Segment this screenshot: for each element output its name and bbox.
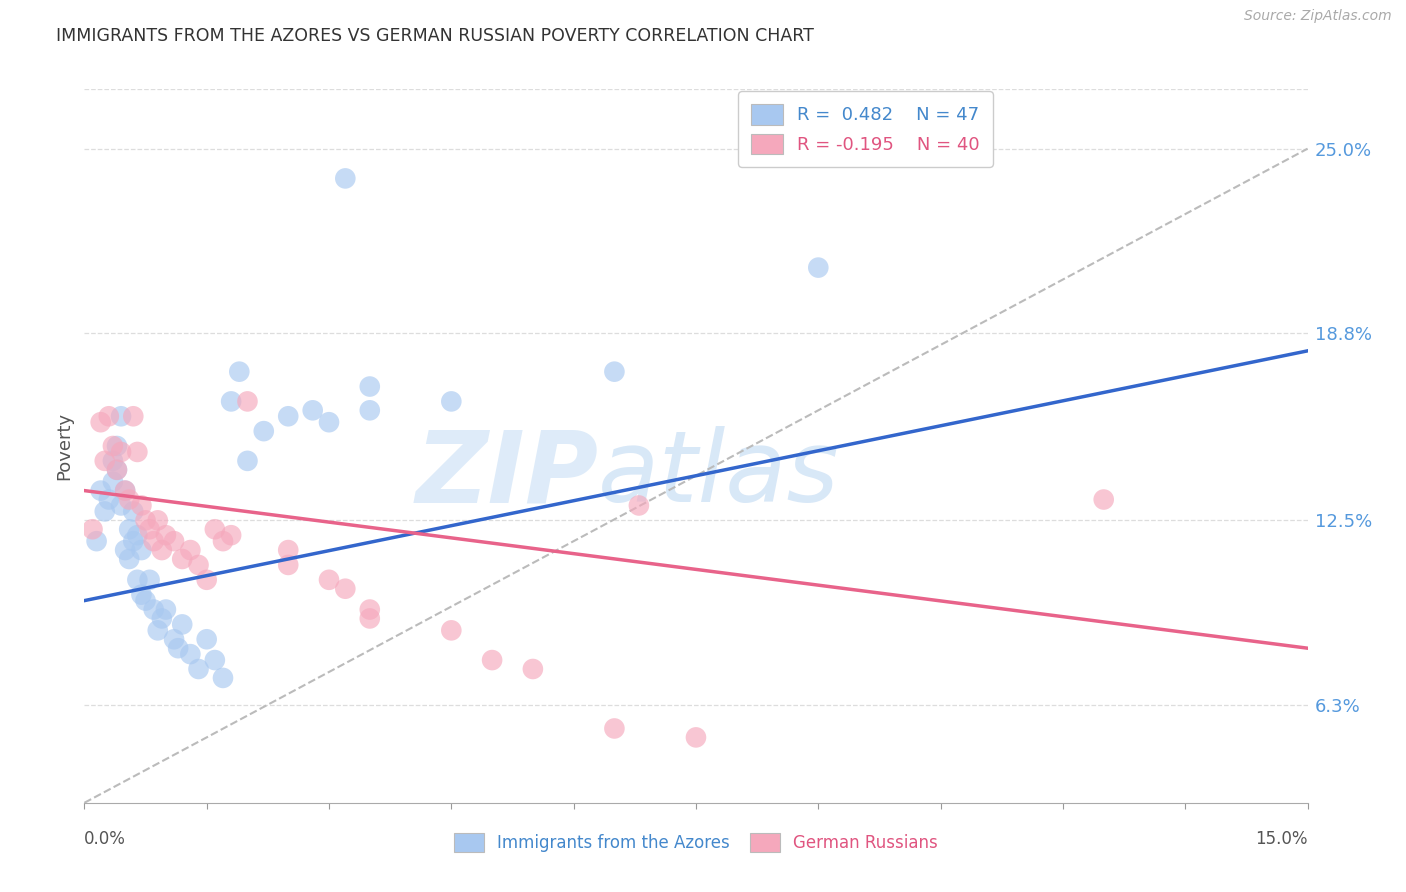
Point	[187, 558, 209, 572]
Point	[82, 522, 104, 536]
Point	[122, 409, 145, 424]
Point	[440, 624, 463, 638]
Point	[131, 499, 153, 513]
Point	[135, 593, 157, 607]
Point	[101, 454, 124, 468]
Point	[277, 543, 299, 558]
Point	[335, 171, 357, 186]
Point	[219, 528, 242, 542]
Point	[228, 365, 250, 379]
Point	[359, 379, 381, 393]
Point	[97, 492, 120, 507]
Point	[142, 534, 165, 549]
Text: atlas: atlas	[598, 426, 839, 523]
Point	[138, 573, 160, 587]
Text: 15.0%: 15.0%	[1256, 830, 1308, 847]
Point	[114, 483, 136, 498]
Point	[335, 582, 357, 596]
Point	[163, 632, 186, 647]
Point	[93, 504, 115, 518]
Point	[187, 662, 209, 676]
Point	[127, 445, 149, 459]
Point	[90, 415, 112, 429]
Point	[86, 534, 108, 549]
Point	[138, 522, 160, 536]
Point	[105, 463, 128, 477]
Text: Source: ZipAtlas.com: Source: ZipAtlas.com	[1244, 9, 1392, 23]
Point	[146, 624, 169, 638]
Legend: Immigrants from the Azores, German Russians: Immigrants from the Azores, German Russi…	[447, 826, 945, 859]
Point	[118, 552, 141, 566]
Point	[219, 394, 242, 409]
Point	[359, 611, 381, 625]
Point	[155, 602, 177, 616]
Text: 0.0%: 0.0%	[84, 830, 127, 847]
Point	[118, 492, 141, 507]
Point	[167, 641, 190, 656]
Point	[277, 558, 299, 572]
Point	[195, 632, 218, 647]
Point	[253, 424, 276, 438]
Point	[481, 653, 503, 667]
Point	[114, 483, 136, 498]
Point	[93, 454, 115, 468]
Point	[110, 409, 132, 424]
Point	[146, 513, 169, 527]
Point	[1092, 492, 1115, 507]
Point	[807, 260, 830, 275]
Point	[301, 403, 323, 417]
Point	[195, 573, 218, 587]
Point	[212, 534, 235, 549]
Point	[172, 552, 194, 566]
Y-axis label: Poverty: Poverty	[55, 412, 73, 480]
Point	[127, 528, 149, 542]
Point	[150, 543, 173, 558]
Point	[172, 617, 194, 632]
Point	[127, 573, 149, 587]
Point	[277, 409, 299, 424]
Point	[105, 439, 128, 453]
Point	[522, 662, 544, 676]
Point	[318, 415, 340, 429]
Point	[179, 647, 201, 661]
Text: ZIP: ZIP	[415, 426, 598, 523]
Point	[122, 534, 145, 549]
Point	[118, 522, 141, 536]
Point	[685, 731, 707, 745]
Point	[603, 365, 626, 379]
Point	[236, 394, 259, 409]
Point	[110, 499, 132, 513]
Text: IMMIGRANTS FROM THE AZORES VS GERMAN RUSSIAN POVERTY CORRELATION CHART: IMMIGRANTS FROM THE AZORES VS GERMAN RUS…	[56, 27, 814, 45]
Point	[131, 543, 153, 558]
Point	[179, 543, 201, 558]
Point	[142, 602, 165, 616]
Point	[131, 588, 153, 602]
Point	[627, 499, 650, 513]
Point	[122, 504, 145, 518]
Point	[204, 653, 226, 667]
Point	[359, 602, 381, 616]
Point	[114, 543, 136, 558]
Point	[212, 671, 235, 685]
Point	[110, 445, 132, 459]
Point	[90, 483, 112, 498]
Point	[163, 534, 186, 549]
Point	[101, 475, 124, 489]
Point	[97, 409, 120, 424]
Point	[359, 403, 381, 417]
Point	[150, 611, 173, 625]
Point	[236, 454, 259, 468]
Point	[318, 573, 340, 587]
Point	[101, 439, 124, 453]
Point	[105, 463, 128, 477]
Point	[204, 522, 226, 536]
Point	[135, 513, 157, 527]
Point	[155, 528, 177, 542]
Point	[440, 394, 463, 409]
Point	[603, 722, 626, 736]
